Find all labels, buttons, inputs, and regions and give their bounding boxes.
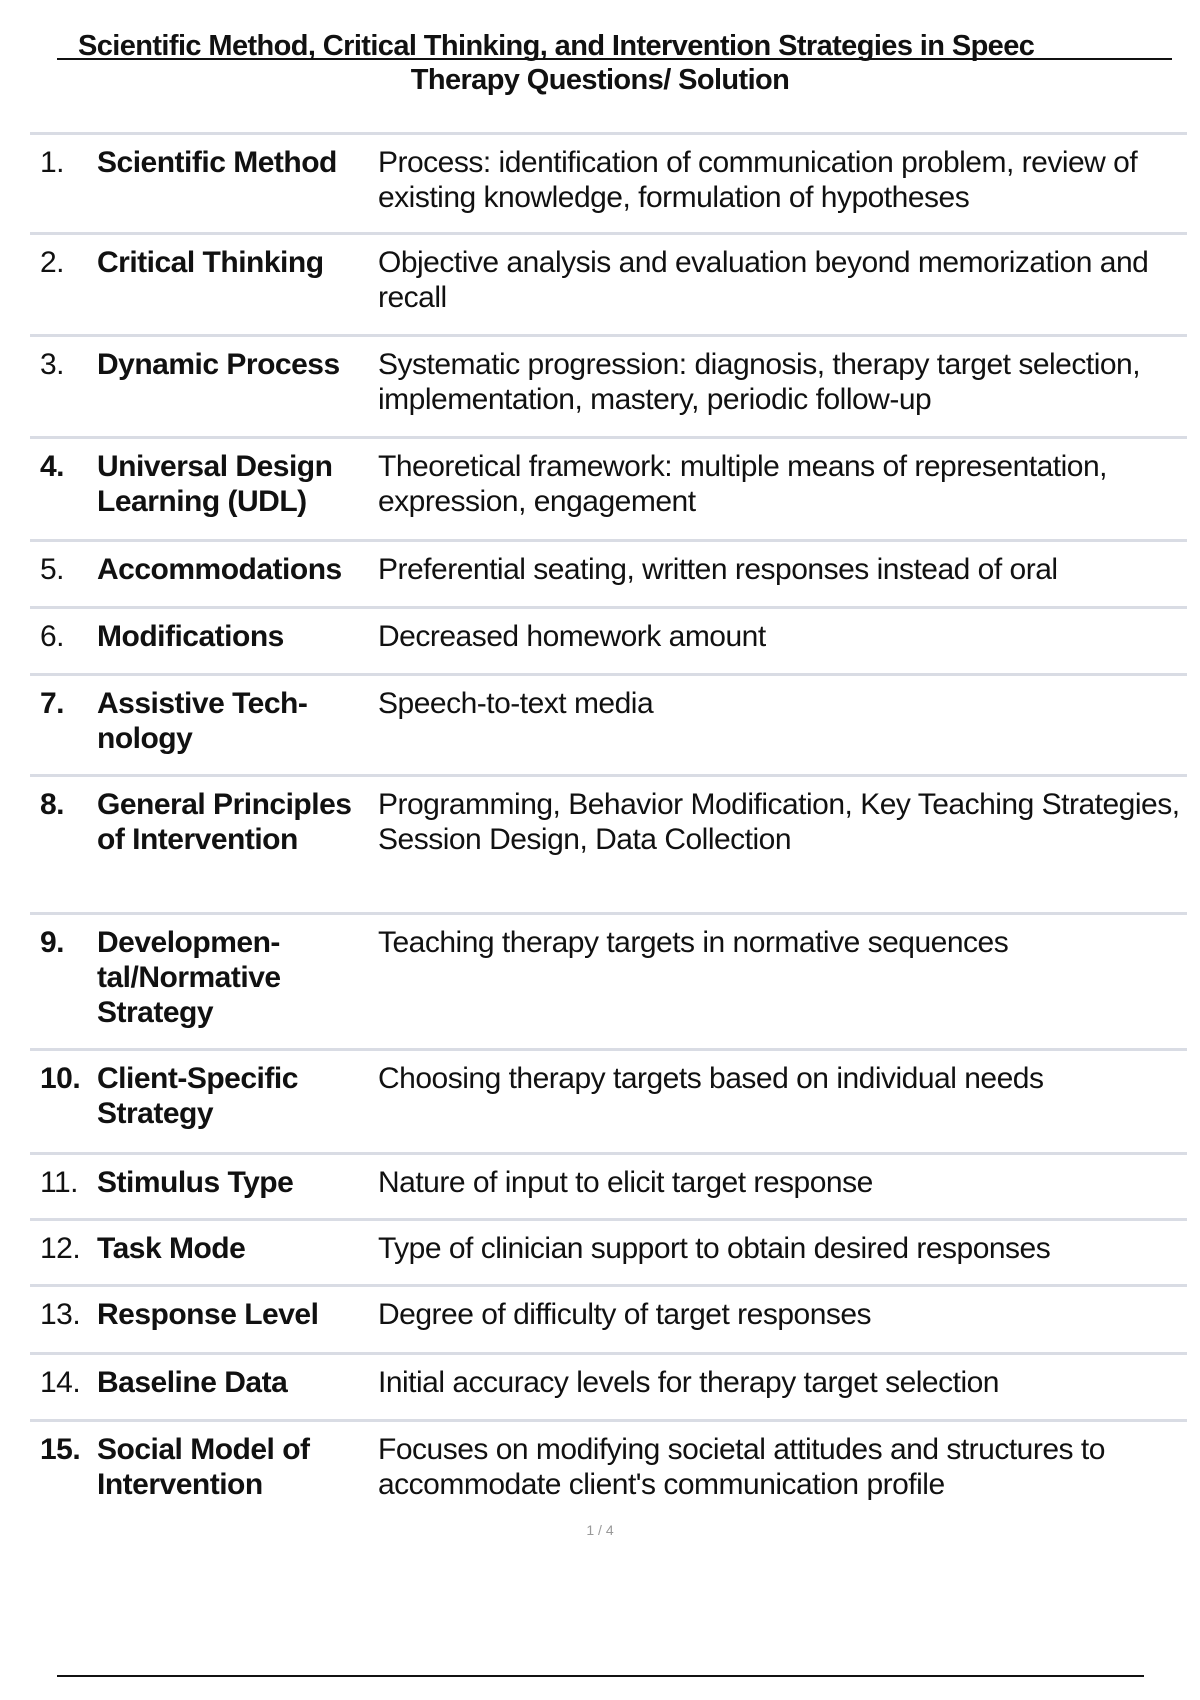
item-definition: Preferential seating, written responses … [378, 553, 1058, 586]
page-indicator: 1 / 4 [586, 1522, 614, 1538]
item-definition: Initial accuracy levels for therapy targ… [378, 1366, 999, 1399]
item-definition: Objective analysis and evaluation beyond… [378, 246, 1149, 314]
item-number: 6. [40, 620, 65, 653]
list-item: 11. Stimulus Type Nature of input to eli… [30, 1152, 1187, 1218]
item-number: 7. [40, 687, 65, 720]
list-item: 3. Dynamic Process Systematic progressio… [30, 334, 1187, 436]
item-definition: Theoretical framework: multiple means of… [378, 450, 1108, 518]
item-term: Client-Specific Strategy [97, 1062, 298, 1130]
list-item: 7. Assistive Tech­nology Speech-to-text … [30, 673, 1187, 774]
item-definition: Focuses on modifying societal attitudes … [378, 1433, 1105, 1501]
item-term: Developmen­tal/Normative Strategy [97, 926, 281, 1029]
item-definition: Programming, Behavior Modification, Key … [378, 788, 1180, 856]
item-definition: Nature of input to elicit target respons… [378, 1166, 873, 1199]
item-definition: Choosing therapy targets based on indivi… [378, 1062, 1044, 1095]
item-term: Dynamic Process [97, 348, 340, 381]
item-term: Assistive Tech­nology [97, 687, 308, 755]
item-number: 4. [40, 450, 65, 483]
document-title-line-1: Scientific Method, Critical Thinking, an… [78, 30, 1035, 62]
item-number: 14. [40, 1366, 81, 1399]
item-number: 9. [40, 926, 65, 959]
item-term: Modifications [97, 620, 284, 653]
item-number: 10. [40, 1062, 81, 1095]
item-definition: Systematic progression: diagnosis, thera… [378, 348, 1141, 416]
item-term: Baseline Data [97, 1366, 288, 1399]
list-item: 10. Client-Specific Strategy Choosing th… [30, 1048, 1187, 1152]
term-definition-list: 1. Scientific Method Process: identifica… [30, 132, 1187, 1529]
list-item: 13. Response Level Degree of difficulty … [30, 1284, 1187, 1352]
item-number: 1. [40, 146, 65, 179]
item-number: 5. [40, 553, 65, 586]
item-number: 3. [40, 348, 65, 381]
list-item: 1. Scientific Method Process: identifica… [30, 132, 1187, 232]
item-definition: Type of clinician support to obtain desi… [378, 1232, 1051, 1265]
item-number: 11. [40, 1166, 78, 1199]
item-definition: Decreased homework amount [378, 620, 766, 653]
list-item: 12. Task Mode Type of clinician support … [30, 1218, 1187, 1284]
page-bottom-rule [57, 1675, 1144, 1677]
title-underline [57, 58, 1172, 60]
item-term: Response Level [97, 1298, 319, 1331]
item-term: Social Model of Intervention [97, 1433, 310, 1501]
list-item: 4. Universal Design Learning (UDL) Theor… [30, 436, 1187, 539]
item-definition: Process: identification of communication… [378, 146, 1138, 214]
item-definition: Teaching therapy targets in normative se… [378, 926, 1009, 959]
item-number: 8. [40, 788, 65, 821]
item-number: 12. [40, 1232, 81, 1265]
list-item: 8. General Princi­ples of Interven­tion … [30, 774, 1187, 912]
list-item: 2. Critical Thinking Objective analysis … [30, 232, 1187, 334]
item-number: 13. [40, 1298, 81, 1331]
item-definition: Speech-to-text media [378, 687, 654, 720]
item-term: Critical Thinking [97, 246, 324, 279]
list-item: 14. Baseline Data Initial accuracy level… [30, 1352, 1187, 1419]
item-number: 15. [40, 1433, 81, 1466]
item-term: Accommodations [97, 553, 342, 586]
item-term: Universal Design Learning (UDL) [97, 450, 333, 518]
list-item: 6. Modifications Decreased homework amou… [30, 606, 1187, 673]
list-item: 15. Social Model of Intervention Focuses… [30, 1419, 1187, 1529]
item-term: Scientific Method [97, 146, 337, 179]
list-item: 5. Accommodations Preferential seating, … [30, 539, 1187, 606]
list-item: 9. Developmen­tal/Normative Strategy Tea… [30, 912, 1187, 1048]
item-number: 2. [40, 246, 65, 279]
document-title-line-2: Therapy Questions/ Solution [410, 64, 790, 96]
item-definition: Degree of difficulty of target responses [378, 1298, 872, 1331]
item-term: General Princi­ples of Interven­tion [97, 788, 352, 856]
item-term: Stimulus Type [97, 1166, 294, 1199]
item-term: Task Mode [97, 1232, 246, 1265]
